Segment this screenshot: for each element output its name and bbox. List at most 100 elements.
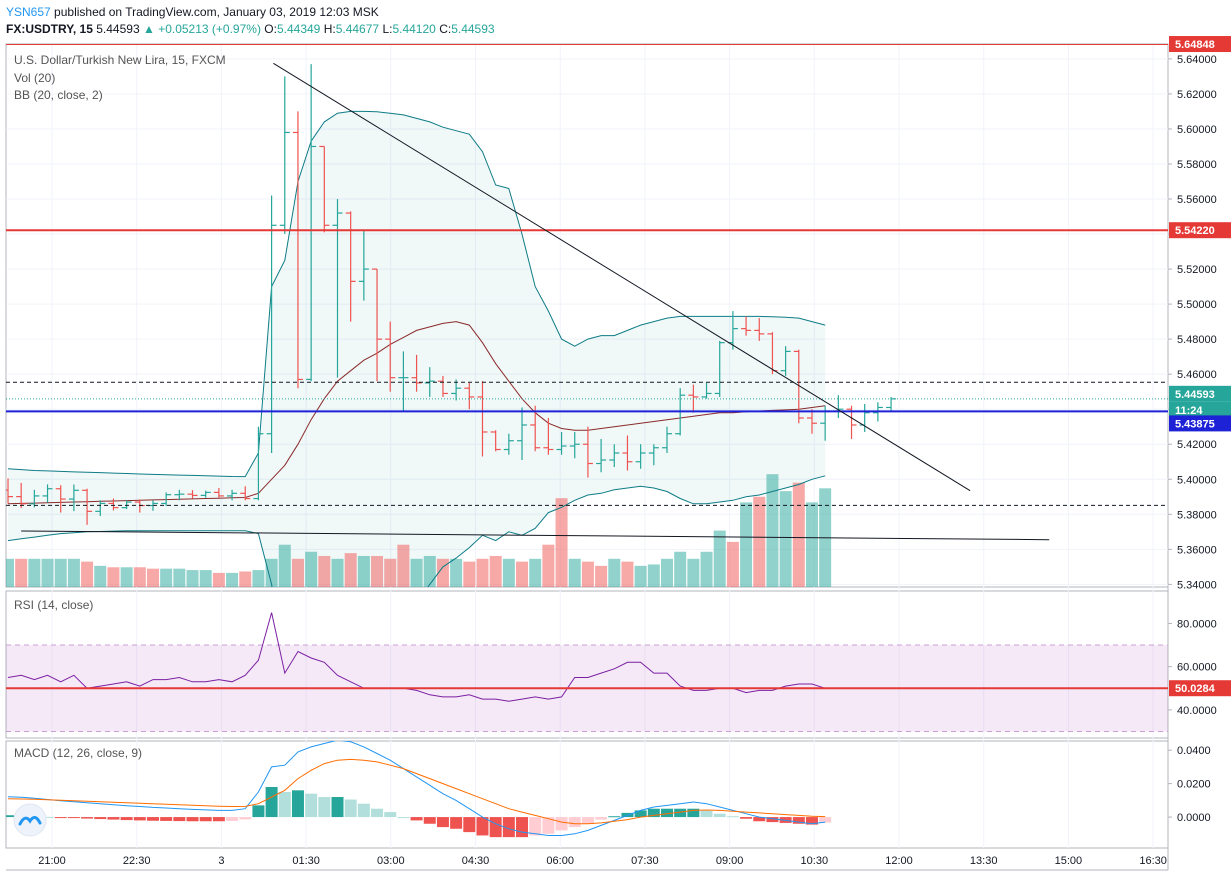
close-label: C: [439, 22, 452, 36]
ohlc-bar [55, 485, 66, 513]
ohlc-bar [437, 375, 448, 397]
ohlc-bar [754, 318, 765, 341]
volume-bar [516, 561, 529, 587]
volume-bar [252, 570, 265, 587]
ohlc-bar [6, 478, 13, 504]
macd-legend[interactable]: MACD (12, 26, close, 9) [14, 746, 143, 760]
volume-bar [6, 558, 14, 587]
volume-bar [621, 561, 634, 587]
volume-bar [713, 530, 726, 587]
macd-histogram-bar [476, 817, 489, 836]
macd-histogram-bar [186, 817, 199, 822]
low-label: L: [382, 22, 393, 36]
high-value: 5.44677 [335, 22, 380, 36]
macd-histogram-bar [436, 817, 449, 828]
volume-bar [15, 558, 28, 587]
tradingview-logo-icon [13, 803, 47, 837]
volume-bar [67, 558, 80, 587]
main-series-legend[interactable]: U.S. Dollar/Turkish New Lira, 15, FXCM [14, 53, 226, 67]
volume-bar [331, 558, 344, 587]
high-label: H: [323, 22, 336, 36]
macd-histogram-bar [371, 808, 384, 818]
volume-bar [173, 568, 186, 587]
macd-histogram-bar [6, 815, 14, 818]
price-label-resistance-high-bg [1169, 36, 1231, 53]
volume-bar [160, 568, 173, 587]
ohlc-bar [161, 492, 172, 506]
macd-histogram-bar [384, 812, 397, 818]
author-link[interactable]: YSN657 [6, 5, 51, 19]
macd-histogram-bar [792, 817, 805, 824]
volume-bar [384, 558, 397, 587]
macd-tick-label: 0.0400 [1177, 745, 1211, 757]
macd-histogram-bar [278, 791, 291, 818]
volume-bar [726, 541, 739, 587]
volume-bar [410, 558, 423, 587]
volume-bar [542, 544, 555, 587]
price-label-resistance: 5.54220 [1175, 225, 1215, 237]
rsi-plot-area [6, 612, 1168, 733]
macd-histogram-bar [291, 790, 304, 818]
ohlc-bar [332, 199, 343, 378]
ohlc-bar [29, 489, 40, 508]
macd-histogram-bar [542, 817, 555, 834]
ohlc-bar [319, 145, 330, 233]
macd-plot-area [6, 741, 832, 838]
rsi-level-label-bg [1169, 680, 1231, 697]
macd-histogram-bar [226, 817, 239, 821]
volume-bar [740, 502, 753, 587]
ohlc-bar [806, 409, 817, 434]
price-label-support: 5.43875 [1175, 418, 1215, 430]
macd-histogram-bar [239, 817, 252, 820]
price-label-resistance-bg [1169, 222, 1231, 239]
time-tick-label: 22:30 [123, 855, 151, 867]
macd-histogram-bar [581, 817, 594, 824]
price-tick-label: 5.34000 [1177, 579, 1217, 591]
volume-bar [371, 555, 384, 587]
price-tick-label: 5.40000 [1177, 474, 1217, 486]
rsi-legend[interactable]: RSI (14, close) [14, 598, 94, 612]
macd-histogram-bar [740, 817, 753, 819]
ohlc-bar [543, 417, 554, 455]
time-tick-label: 04:30 [462, 855, 490, 867]
macd-histogram-bar [54, 817, 67, 819]
macd-histogram-bar [568, 817, 581, 828]
time-tick-label: 12:00 [885, 855, 913, 867]
macd-histogram-bar [687, 808, 700, 818]
bollinger-legend[interactable]: BB (20, close, 2) [14, 88, 103, 102]
ohlc-bar [464, 382, 475, 410]
macd-histogram-bar [397, 817, 410, 819]
macd-tick-label: 0.0200 [1177, 779, 1211, 791]
volume-bar [766, 474, 779, 587]
ohlc-bar [42, 484, 53, 503]
ohlc-bar [200, 490, 211, 498]
ohlc-bar [569, 431, 580, 459]
ohlc-bar [411, 354, 422, 392]
ohlc-bar [582, 426, 593, 478]
ohlc-bar [16, 482, 27, 509]
macd-histogram-bar [595, 817, 608, 820]
ohlc-bar [213, 488, 224, 498]
price-tick-label: 5.52000 [1177, 264, 1217, 276]
macd-histogram-bar [67, 817, 80, 819]
time-tick-label: 09:00 [716, 855, 744, 867]
ohlc-bar [556, 431, 567, 455]
ohlc-bar [385, 321, 396, 392]
macd-line [7, 741, 826, 836]
open-label: O: [264, 22, 277, 36]
price-tick-label: 5.58000 [1177, 159, 1217, 171]
volume-legend[interactable]: Vol (20) [14, 71, 56, 85]
ohlc-bar [701, 382, 712, 399]
ohlc-bar [121, 500, 132, 510]
macd-histogram-bar [120, 817, 133, 821]
bollinger-basis-line [7, 321, 826, 505]
ohlc-bar [635, 444, 646, 469]
volume-bar [568, 558, 581, 587]
volume-bar [397, 544, 410, 587]
volume-bar [239, 571, 252, 587]
ohlc-bar [174, 489, 185, 501]
volume-bar [212, 572, 225, 587]
ohlc-bar [622, 435, 633, 471]
macd-histogram-bar [555, 817, 568, 831]
